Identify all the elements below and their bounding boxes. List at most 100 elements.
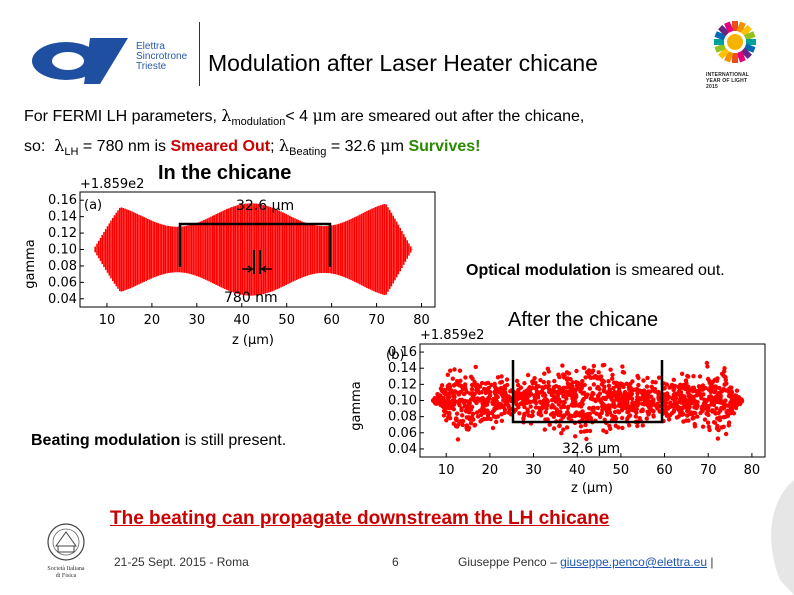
chart-b-scatter-point [602, 362, 607, 368]
chart-b-scatter-point [454, 411, 460, 416]
chart-b-scatter-point [446, 391, 452, 396]
chart-b-scatter-point [666, 417, 672, 422]
chart-b-x-label: z (μm) [571, 481, 613, 494]
chart-b-scatter-point [444, 418, 449, 423]
chart-b-scatter-point [635, 423, 640, 429]
chart-b-scatter-point [700, 424, 706, 429]
chart-b-scatter-point [727, 386, 732, 391]
chart-b-scatter-point [653, 380, 658, 385]
sun-ray [718, 25, 730, 37]
chart-b-scatter-point [613, 397, 619, 402]
sun-ray [736, 21, 746, 33]
chart-b-scatter-point [626, 414, 632, 419]
chart-a-y-tick: 0.14 [48, 210, 77, 225]
chart-b-scatter-point [460, 385, 466, 391]
chart-b-scatter-point [639, 409, 644, 414]
chart-b-scatter-point [441, 413, 447, 418]
logo-text: Elettra Sincrotrone Trieste [136, 41, 188, 72]
chart-b-scatter-point [697, 374, 703, 379]
chart-b-scatter-point [616, 389, 621, 394]
chart-b-scatter-point [708, 387, 713, 392]
chart-b-scatter-point [686, 401, 692, 407]
chart-b-scatter-point [546, 369, 551, 374]
chart-b-scatter-point [559, 431, 564, 436]
chart-a-y-tick: 0.16 [48, 193, 77, 208]
chart-b-scatter-point [584, 394, 589, 400]
chart-b-y-tick: 0.14 [388, 361, 417, 376]
chart-b-scatter-point [669, 411, 675, 416]
chart-b-scatter-point [455, 437, 461, 442]
chart-b-scatter-point [688, 393, 693, 398]
chart-b-scatter-point [495, 375, 501, 380]
chart-a-optical-arrow-right [260, 265, 272, 273]
chart-b-scatter-point [556, 397, 562, 402]
chart-b-scatter-point [480, 397, 485, 403]
chart-b-scatter-point [623, 402, 628, 408]
chart-b-scatter-point [470, 411, 476, 416]
chart-b-scatter-point [475, 387, 480, 393]
chart-b-scatter-point [465, 425, 470, 430]
page-title: Modulation after Laser Heater chicane [208, 50, 598, 76]
chart-b-scatter-point [473, 364, 478, 370]
chart-b-scatter-point [451, 383, 457, 388]
chart-b-scatter-point [467, 391, 473, 396]
chart-b-scatter-point [651, 409, 656, 414]
chart-b-scatter-point [538, 378, 543, 383]
chart-b-scatter-point [490, 409, 496, 414]
chart-b-scatter-point [604, 429, 609, 435]
chart-b-scatter-point [457, 368, 463, 373]
chart-b-scatter-point [499, 379, 505, 385]
chart-a-y-label: gamma [23, 239, 38, 289]
chart-b-scatter-point [706, 412, 711, 418]
chart-b-scatter-point [631, 408, 636, 413]
chart-b-scatter-point [685, 408, 690, 414]
chart-b-scatter-point [494, 419, 499, 425]
chart-b-scatter-point [441, 403, 446, 408]
chart-b-scatter-point [502, 385, 507, 390]
chart-b-scatter-point [604, 390, 609, 395]
chart-b-scatter-point [686, 418, 691, 423]
chart-b-scatter-point [606, 383, 612, 388]
chart-b-scatter-point [728, 400, 734, 406]
chart-b-scatter-point [736, 400, 741, 405]
chart-b-scatter-point [692, 421, 697, 427]
sun-ray [714, 39, 724, 45]
chart-b-beating-bracket [511, 360, 664, 424]
chart-b-x-tick: 60 [656, 463, 673, 478]
chart-a-y-tick: 0.04 [48, 292, 77, 307]
chart-b-scatter-point [721, 402, 726, 407]
chart-b-scatter-point [561, 385, 566, 390]
chart-b-x-tick: 30 [525, 463, 542, 478]
chart-b-scatter-point [723, 431, 729, 437]
chart-b-scatter-point [635, 400, 640, 406]
chart-b-scatter-point [599, 410, 604, 416]
chart-b-scatter-point [448, 368, 453, 373]
chart-b-x-tick: 40 [569, 463, 586, 478]
chart-b-scatter-point [483, 381, 488, 386]
svg-text:gamma: gamma [349, 381, 364, 431]
chart-a-beating-bracket [178, 222, 332, 267]
chart-b-scatter-point [533, 380, 538, 385]
chart-b-scatter-point [465, 399, 470, 404]
chart-b-scatter-point [634, 386, 640, 392]
chart-b-scatter-point [729, 406, 734, 411]
sun-ray [740, 47, 752, 59]
chart-b-scatter-point [627, 406, 632, 411]
chart-b-scatter-point [580, 391, 585, 396]
chart-b-scatter-point [561, 399, 566, 405]
year-of-light-caption: INTERNATIONAL YEAR OF LIGHT 2015 [706, 72, 750, 90]
chart-b-scatter-point [633, 414, 638, 419]
chart-b-scatter-point [452, 367, 457, 372]
chart-b-scatter-point [528, 404, 533, 409]
chart-b-scatter-point [490, 425, 496, 431]
chart-b-scatter-point [624, 381, 629, 386]
chart-b-scatter-point [619, 415, 625, 421]
chart-b-scatter-point [469, 382, 475, 388]
chart-a-scatter [94, 203, 414, 296]
chart-b-scatter-point [721, 415, 726, 420]
chart-b-offset-label: +1.859e2 [420, 328, 484, 343]
chart-b-scatter-point [705, 420, 711, 425]
footer-email-link[interactable]: giuseppe.penco@elettra.eu [560, 555, 708, 569]
chart-b-scatter-point [526, 413, 531, 418]
chart-b-scatter-point [625, 410, 630, 415]
